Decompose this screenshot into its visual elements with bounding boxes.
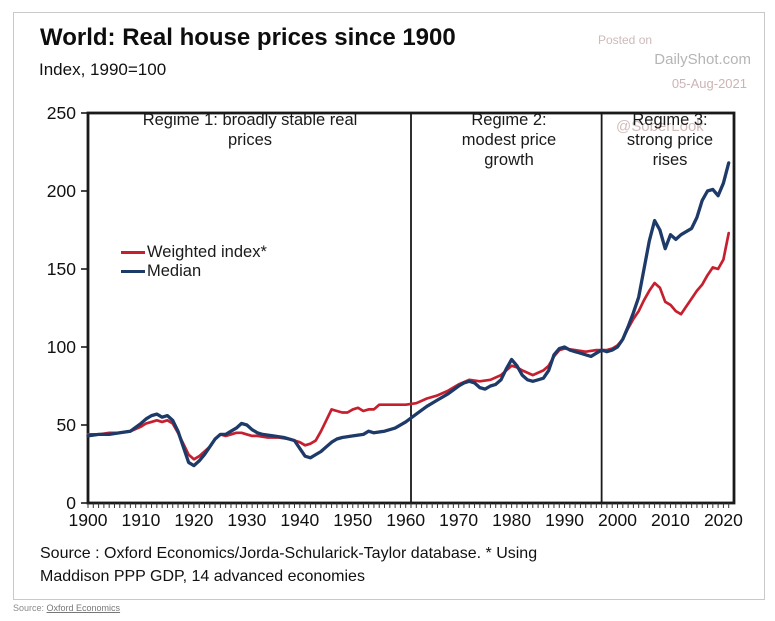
legend-item-weighted-index: Weighted index* — [121, 243, 267, 262]
footer-source: Source: Oxford Economics — [13, 603, 120, 613]
x-axis-tick-label: 1950 — [333, 510, 372, 530]
series-line-median — [86, 161, 731, 468]
x-axis-tick-label: 2010 — [651, 510, 690, 530]
footer-source-prefix: Source: — [13, 603, 47, 613]
median-line-swatch — [121, 270, 145, 273]
y-axis-tick-label: 200 — [47, 181, 76, 201]
legend-label-median: Median — [147, 262, 202, 280]
x-axis-tick-label: 1920 — [174, 510, 213, 530]
x-axis-tick-label: 1960 — [386, 510, 425, 530]
footer-source-link[interactable]: Oxford Economics — [46, 603, 121, 613]
legend-item-median: Median — [121, 262, 267, 281]
y-axis-tick-label: 250 — [47, 103, 76, 123]
watermark-handle: @SoberLook — [616, 118, 704, 135]
chart-title: World: Real house prices since 1900 — [40, 24, 456, 51]
regime-1-label: Regime 1: broadly stable real prices — [142, 111, 358, 150]
watermark-date: 05-Aug-2021 — [671, 76, 747, 91]
legend-label-weighted-index: Weighted index* — [147, 243, 267, 261]
x-axis-tick-label: 1900 — [69, 510, 108, 530]
x-axis-tick-label: 1980 — [492, 510, 531, 530]
x-axis-tick-label: 2000 — [598, 510, 637, 530]
x-axis-tick-label: 1930 — [227, 510, 266, 530]
chart-subtitle: Index, 1990=100 — [39, 60, 167, 79]
y-axis-tick-label: 100 — [47, 337, 76, 357]
chart-legend: Weighted index* Median — [121, 243, 267, 281]
watermark-posted-on: Posted on — [598, 33, 653, 47]
regime-3-label: Regime 3: strong price rises — [626, 111, 714, 170]
weighted-index-line-swatch — [121, 251, 145, 254]
series-line-weighted-index — [86, 231, 731, 461]
y-axis-tick-label: 150 — [47, 259, 76, 279]
y-axis-tick-label: 50 — [57, 415, 77, 435]
x-axis-tick-label: 2020 — [704, 510, 743, 530]
x-axis-tick-label: 1990 — [545, 510, 584, 530]
regime-2-label: Regime 2: modest price growth — [461, 111, 557, 170]
x-axis-tick-label: 1940 — [280, 510, 319, 530]
x-axis-tick-label: 1970 — [439, 510, 478, 530]
y-axis-tick-label: 0 — [66, 493, 76, 513]
x-axis-tick-label: 1910 — [121, 510, 160, 530]
source-note: Source : Oxford Economics/Jorda-Schulari… — [40, 545, 538, 586]
watermark-site-name: DailyShot.com — [654, 51, 751, 68]
